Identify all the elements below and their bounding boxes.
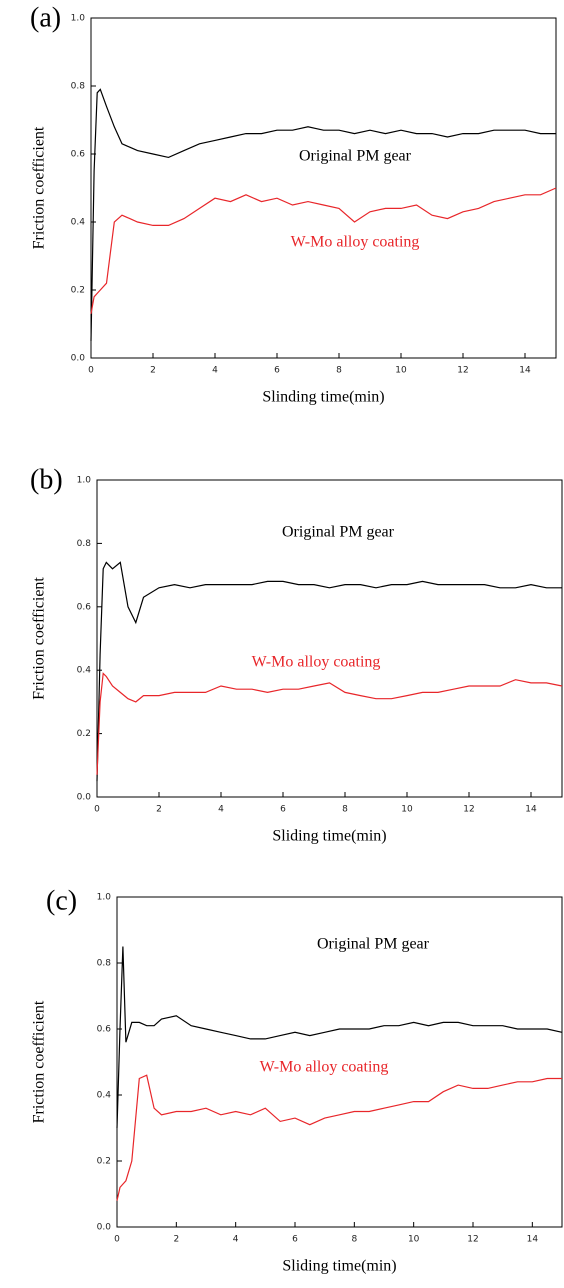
y-tick-label: 0.8 (97, 959, 112, 969)
x-tick-label: 14 (519, 366, 531, 376)
series-label: W-Mo alloy coating (252, 654, 381, 671)
y-tick-label: 0.0 (97, 1223, 112, 1233)
x-tick-label: 2 (156, 805, 162, 815)
panel-label: (c) (46, 885, 77, 916)
plot-frame (96, 479, 563, 798)
series-label: Original PM gear (282, 524, 395, 541)
y-tick-label: 0.8 (71, 82, 86, 92)
x-tick-label: 4 (212, 366, 218, 376)
x-tick-label: 6 (274, 366, 280, 376)
x-tick-label: 2 (150, 366, 156, 376)
y-tick-label: 0.8 (77, 539, 92, 549)
y-tick-label: 1.0 (77, 476, 92, 486)
y-tick-label: 0.2 (97, 1157, 111, 1167)
y-axis-label: Friction coefficient (31, 126, 48, 249)
x-tick-label: 12 (463, 805, 474, 815)
y-axis-label: Friction coefficient (31, 1000, 48, 1123)
y-tick-label: 0.0 (71, 354, 86, 364)
x-tick-label: 14 (525, 805, 537, 815)
x-axis-label: Sliding time(min) (282, 1258, 396, 1275)
x-tick-label: 12 (467, 1235, 478, 1245)
x-tick-label: 8 (336, 366, 342, 376)
y-axis-label: Friction coefficient (31, 577, 48, 700)
y-tick-label: 0.4 (71, 218, 86, 228)
series-line (116, 1074, 562, 1201)
series-label: Original PM gear (317, 936, 430, 953)
y-tick-label: 0.4 (97, 1091, 112, 1101)
series-label: W-Mo alloy coating (260, 1059, 389, 1076)
x-tick-label: 0 (88, 366, 94, 376)
x-tick-label: 8 (351, 1235, 357, 1245)
x-tick-label: 4 (218, 805, 224, 815)
panel-label: (b) (30, 464, 63, 495)
panel-label: (a) (30, 2, 61, 33)
series-line (96, 672, 563, 775)
y-tick-label: 0.6 (97, 1025, 112, 1035)
y-tick-label: 0.4 (77, 666, 92, 676)
y-tick-label: 0.2 (71, 286, 85, 296)
x-tick-label: 4 (233, 1235, 239, 1245)
series-line (90, 187, 557, 314)
series-label: Original PM gear (299, 148, 412, 165)
y-tick-label: 0.6 (77, 602, 92, 612)
x-tick-label: 6 (292, 1235, 298, 1245)
x-tick-label: 14 (527, 1235, 539, 1245)
x-tick-label: 12 (457, 366, 468, 376)
y-tick-label: 0.2 (77, 729, 91, 739)
x-tick-label: 10 (395, 366, 407, 376)
x-tick-label: 0 (114, 1235, 120, 1245)
series-line (116, 946, 563, 1129)
series-label: W-Mo alloy coating (291, 234, 420, 251)
y-tick-label: 1.0 (71, 14, 86, 24)
x-tick-label: 6 (280, 805, 286, 815)
x-axis-label: Sliding time(min) (272, 828, 386, 845)
y-tick-label: 1.0 (97, 893, 112, 903)
x-tick-label: 10 (401, 805, 413, 815)
x-tick-label: 10 (408, 1235, 420, 1245)
plot-frame (90, 17, 557, 359)
x-tick-label: 8 (342, 805, 348, 815)
x-axis-label: Slinding time(min) (262, 389, 384, 406)
series-line (90, 88, 556, 342)
y-tick-label: 0.0 (77, 793, 92, 803)
series-line (96, 561, 562, 782)
plot-frame (116, 896, 563, 1228)
x-tick-label: 2 (173, 1235, 179, 1245)
x-tick-label: 0 (94, 805, 100, 815)
y-tick-label: 0.6 (71, 150, 86, 160)
